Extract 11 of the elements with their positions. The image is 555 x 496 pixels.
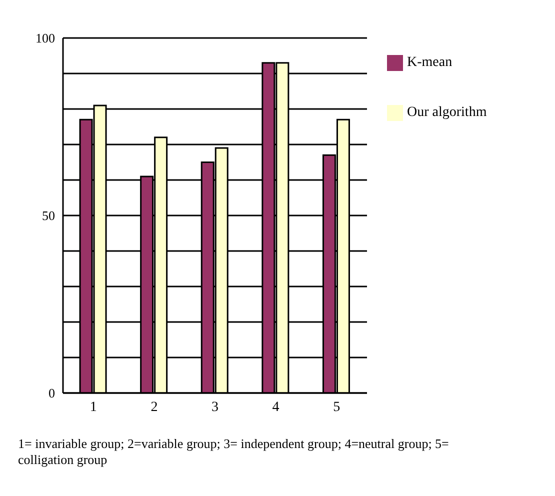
- x-tick-label: 3: [212, 400, 218, 415]
- text: 1= invariable group; 2=variable group; 3= independent group; 4=neutral group; 5= colligation group: [17, 436, 450, 468]
- x-tick-label: 1: [90, 400, 97, 415]
- x-tick-label: 2: [150, 400, 158, 415]
- y-tick-label: 0: [48, 386, 55, 401]
- y-tick-label: 50: [42, 208, 55, 224]
- x-tick-label: 5: [333, 400, 340, 415]
- x-tick-label: 4: [272, 400, 280, 415]
- y-tick-label: 100: [36, 30, 55, 46]
- legend-label: Our algorithm: [407, 105, 487, 120]
- legend-label: K-mean: [407, 55, 452, 70]
